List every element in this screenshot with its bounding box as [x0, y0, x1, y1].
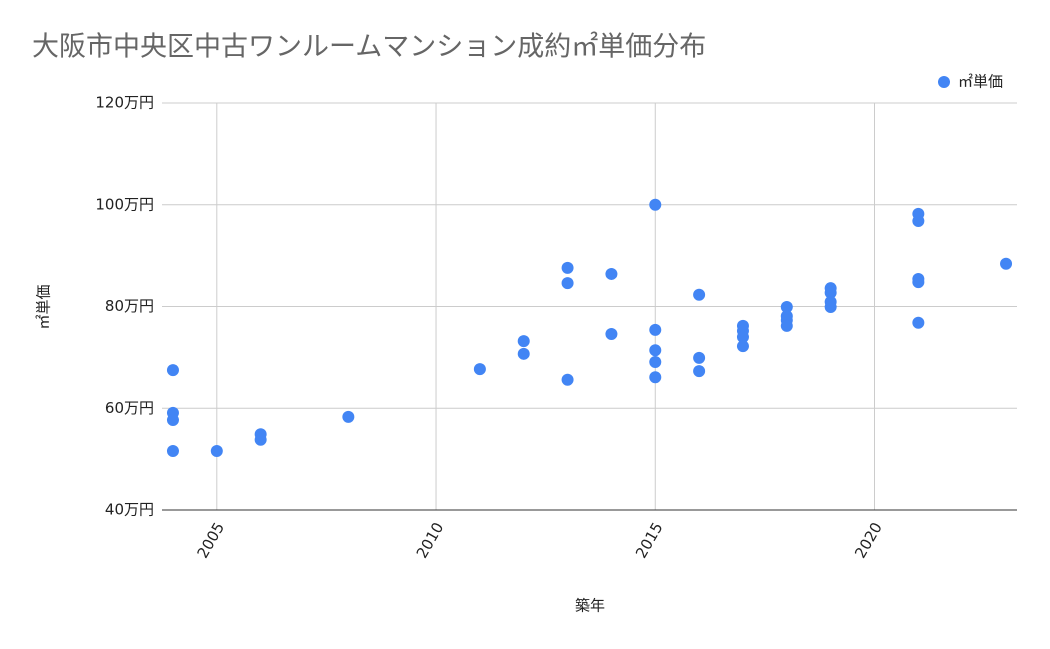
point	[649, 323, 662, 336]
y-tick-label: 100万円	[95, 195, 154, 213]
point	[649, 344, 662, 357]
point	[693, 288, 706, 301]
point	[912, 276, 925, 289]
point	[605, 327, 618, 340]
y-tick-label: 60万円	[105, 399, 154, 417]
point	[649, 355, 662, 368]
x-tick-label: 2005	[193, 519, 228, 561]
point	[561, 373, 574, 386]
point	[649, 371, 662, 384]
point	[561, 261, 574, 274]
point	[649, 198, 662, 211]
point	[473, 363, 486, 376]
point	[736, 331, 749, 344]
legend-label: ㎡単価	[958, 73, 1003, 91]
point	[736, 340, 749, 353]
point	[780, 319, 793, 332]
point	[1000, 257, 1013, 270]
x-axis-label: 築年	[575, 597, 605, 615]
point	[166, 413, 179, 426]
y-axis-label: ㎡単価	[35, 284, 53, 329]
point	[517, 335, 530, 348]
legend-marker	[938, 76, 950, 88]
point	[166, 364, 179, 377]
point	[824, 301, 837, 314]
point	[693, 365, 706, 378]
y-tick-label: 120万円	[95, 94, 154, 112]
chart-title: 大阪市中央区中古ワンルームマンション成約㎡単価分布	[32, 32, 706, 63]
point	[912, 316, 925, 329]
point	[254, 433, 267, 446]
point	[912, 215, 925, 228]
x-tick-label: 2015	[632, 519, 667, 561]
point	[824, 286, 837, 299]
point	[342, 410, 355, 423]
x-tick-label: 2010	[413, 519, 448, 561]
point	[693, 351, 706, 364]
point	[517, 347, 530, 360]
point	[605, 267, 618, 280]
y-tick-label: 40万円	[105, 501, 154, 519]
y-tick-label: 80万円	[105, 297, 154, 315]
point	[210, 444, 223, 457]
point	[780, 301, 793, 314]
point	[561, 277, 574, 290]
x-tick-label: 2020	[851, 519, 886, 561]
point	[166, 444, 179, 457]
